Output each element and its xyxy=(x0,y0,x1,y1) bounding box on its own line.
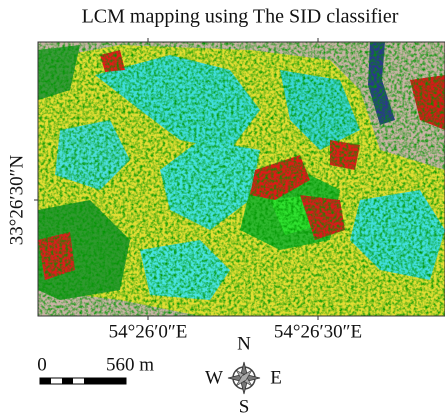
scale-end: 560 m xyxy=(106,354,154,375)
map-title: LCM mapping using The SID classifier xyxy=(82,6,399,28)
compass-e: E xyxy=(270,367,282,388)
compass-n: N xyxy=(237,333,251,354)
y-label: 33°26′30″N xyxy=(6,155,27,246)
x-label: 54°26′30″E xyxy=(274,321,362,342)
compass-w: W xyxy=(205,367,223,388)
scale-start: 0 xyxy=(37,354,47,375)
classified-raster xyxy=(38,42,445,316)
map-frame xyxy=(37,41,445,317)
compass-rose xyxy=(227,361,261,395)
x-label: 54°26′0″E xyxy=(109,321,188,342)
compass-s: S xyxy=(239,396,250,416)
scale-bar xyxy=(39,377,127,385)
